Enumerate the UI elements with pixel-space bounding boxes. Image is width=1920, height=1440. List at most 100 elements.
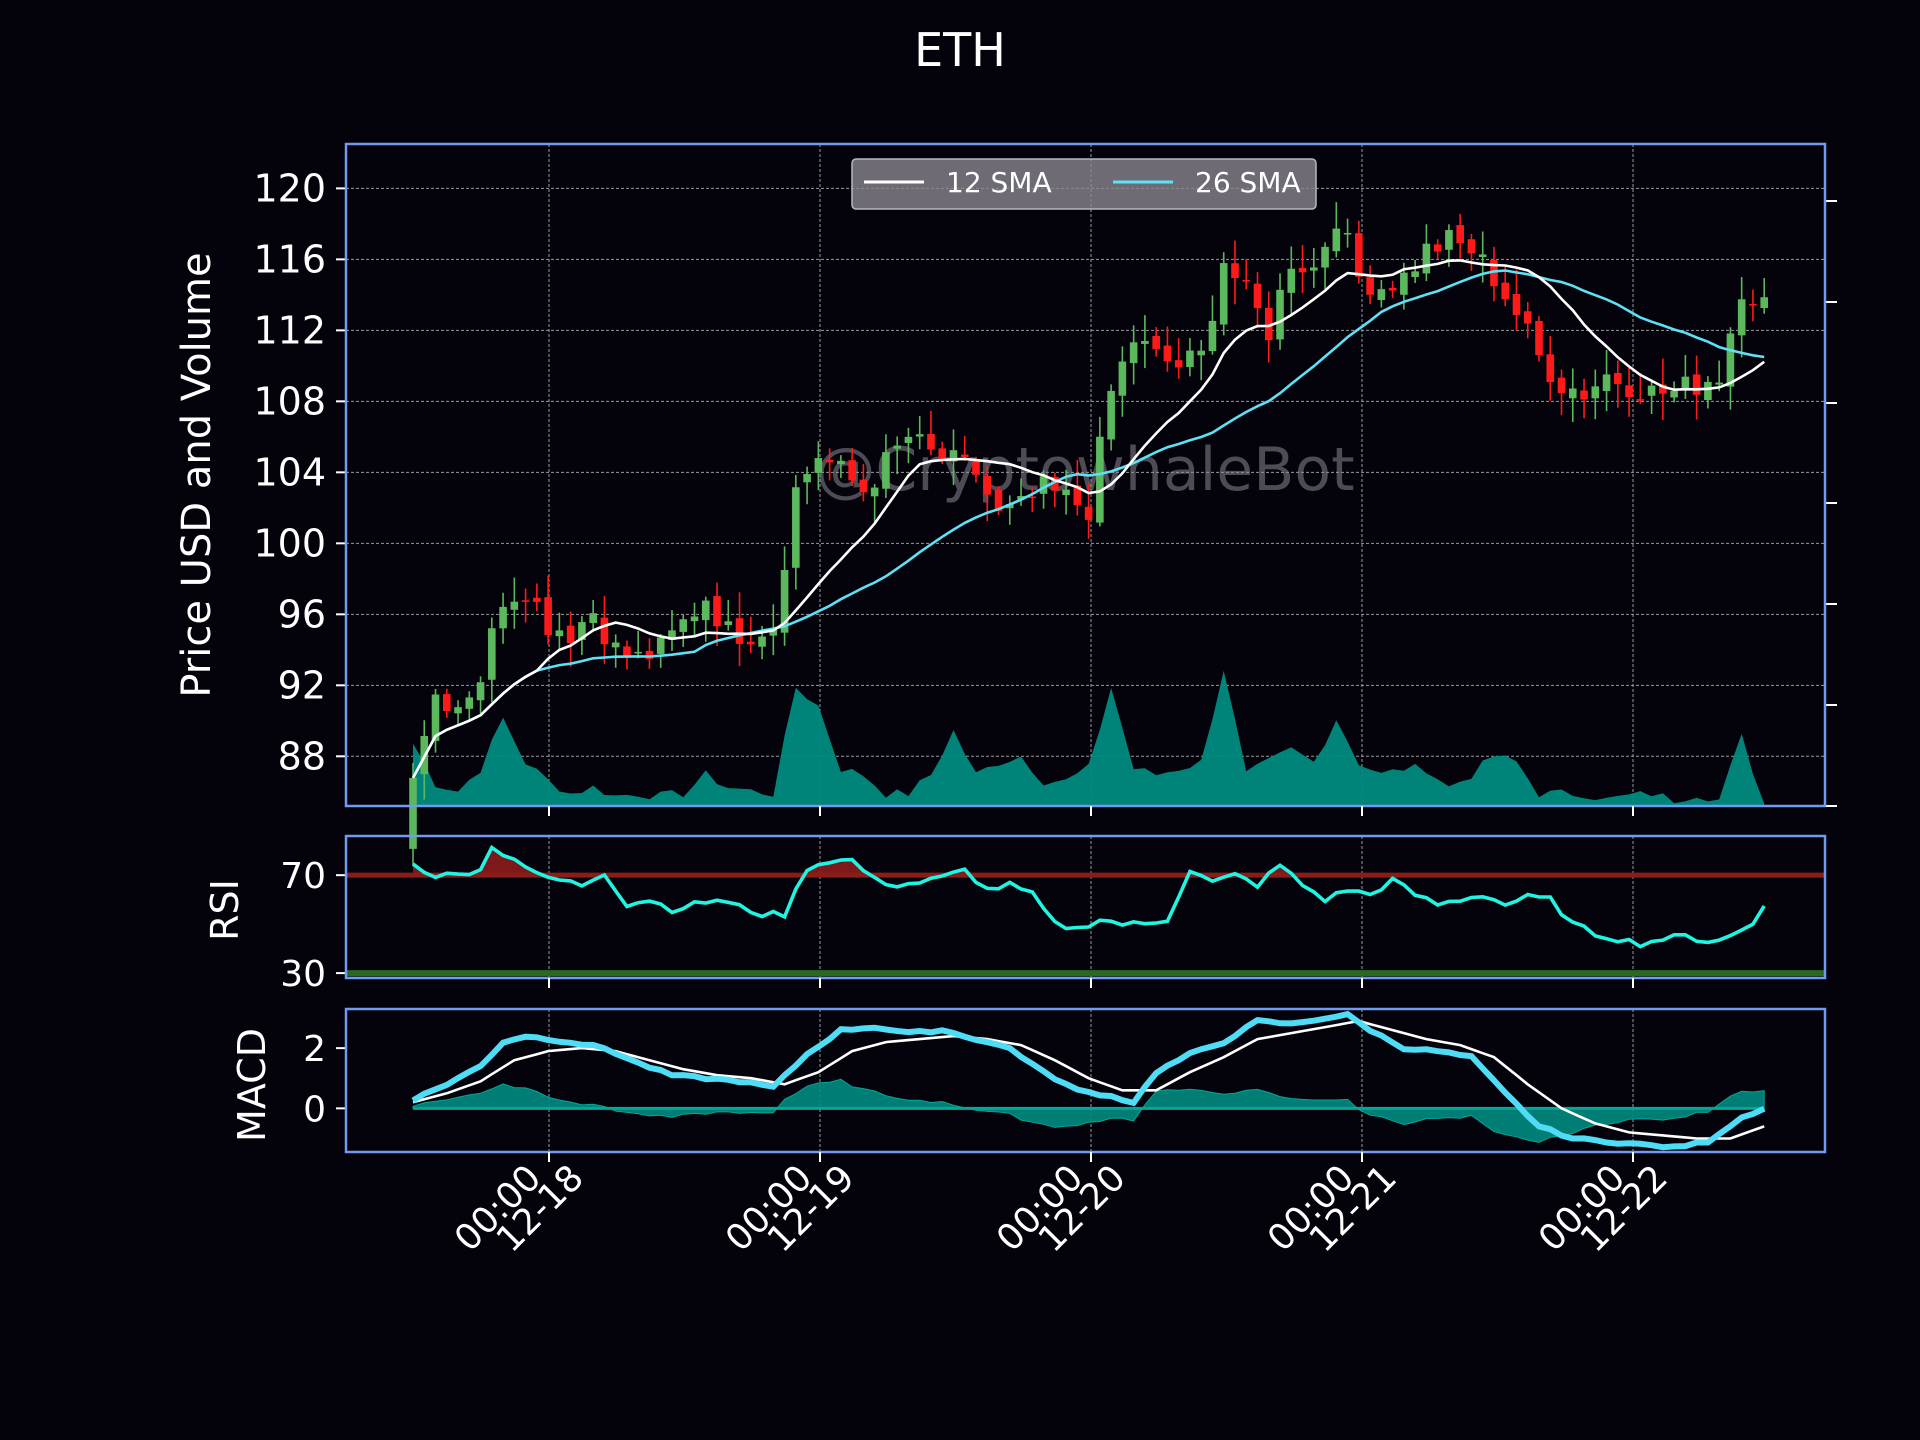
candle-body bbox=[1591, 386, 1600, 399]
candle-body bbox=[1512, 294, 1521, 315]
candle-body bbox=[623, 646, 631, 656]
price-ylabel: Price USD and Volume bbox=[174, 252, 220, 697]
candle-body bbox=[938, 448, 947, 461]
candle-body bbox=[724, 621, 733, 626]
price-frame bbox=[344, 142, 1827, 808]
candle-body bbox=[521, 600, 530, 602]
candle-body bbox=[578, 622, 586, 640]
candle-body bbox=[1005, 504, 1014, 509]
candle-body bbox=[1467, 239, 1476, 254]
candle-body bbox=[1242, 280, 1251, 282]
candle-body bbox=[555, 630, 564, 637]
candle-body bbox=[1310, 267, 1318, 271]
candle-body bbox=[1568, 388, 1577, 399]
candle-body bbox=[600, 617, 609, 645]
candle-body bbox=[1614, 373, 1622, 384]
price-ytick-label-0: 88 bbox=[278, 734, 326, 778]
rsi-ylabel: RSI bbox=[203, 879, 247, 941]
candle-body bbox=[510, 601, 519, 610]
candle-body bbox=[1749, 303, 1757, 306]
candle-body bbox=[1704, 381, 1712, 401]
candle-body bbox=[1535, 320, 1543, 356]
candle-body bbox=[1478, 254, 1487, 258]
candle-body bbox=[994, 490, 1003, 511]
candle-body bbox=[1546, 354, 1555, 383]
legend-label-sma26: 26 SMA bbox=[1195, 166, 1301, 199]
rsi-ytick-label-1: 70 bbox=[280, 856, 326, 897]
candle-body bbox=[859, 479, 868, 493]
candle-body bbox=[488, 628, 496, 680]
candle-body bbox=[442, 694, 451, 712]
candle-body bbox=[747, 641, 755, 645]
candle-body bbox=[848, 460, 856, 481]
candle-body bbox=[690, 616, 699, 622]
candle-body bbox=[656, 637, 665, 654]
candle-body bbox=[1231, 263, 1239, 279]
candle-body bbox=[893, 445, 901, 449]
price-ytick-label-2: 96 bbox=[278, 592, 326, 636]
macd-frame bbox=[344, 1007, 1827, 1154]
candle-body bbox=[769, 628, 778, 636]
candle-body bbox=[465, 697, 474, 709]
candle-body bbox=[1355, 233, 1363, 277]
candle-body bbox=[972, 460, 980, 475]
candle-body bbox=[904, 436, 913, 443]
candle-body bbox=[1366, 277, 1374, 295]
candle-body bbox=[960, 454, 969, 457]
candle-body bbox=[1726, 333, 1735, 387]
rsi-ytick-label-0: 30 bbox=[280, 954, 326, 995]
legend-box bbox=[851, 158, 1317, 210]
sma12-line bbox=[411, 259, 1765, 779]
price-ytick-label-1: 92 bbox=[278, 663, 326, 707]
candle-body bbox=[1411, 271, 1419, 278]
candle-body bbox=[409, 777, 417, 849]
candle-body bbox=[1073, 485, 1082, 506]
candle-body bbox=[1636, 399, 1645, 401]
candle-body bbox=[1715, 382, 1723, 385]
candle-body bbox=[566, 625, 575, 644]
candle-body bbox=[837, 460, 845, 465]
candle-body bbox=[1625, 385, 1633, 398]
price-ytick-label-7: 116 bbox=[253, 237, 326, 281]
rsi-overbought-fill bbox=[413, 847, 1303, 876]
candle-body bbox=[1039, 476, 1048, 494]
macd-histogram bbox=[412, 1078, 1765, 1143]
candle-body bbox=[1557, 377, 1566, 394]
candle-body bbox=[1321, 246, 1329, 268]
candle-body bbox=[983, 476, 992, 495]
candle-body bbox=[1264, 307, 1273, 341]
macd-panel: 0 2 MACD bbox=[230, 1007, 1827, 1162]
candle-body bbox=[1129, 342, 1138, 364]
price-ytick-label-6: 112 bbox=[253, 308, 326, 352]
candle-body bbox=[1141, 340, 1149, 344]
candle-body bbox=[1692, 374, 1701, 395]
candle-body bbox=[533, 597, 541, 602]
candle-body bbox=[1388, 287, 1397, 291]
price-ytick-label-8: 120 bbox=[253, 166, 326, 210]
candle-body bbox=[927, 433, 935, 450]
candle-body bbox=[1062, 489, 1070, 496]
candle-body bbox=[825, 459, 834, 463]
price-ytick-label-3: 100 bbox=[253, 521, 326, 565]
price-ytick-label-5: 108 bbox=[253, 379, 326, 423]
candle-body bbox=[780, 570, 789, 633]
candle-body bbox=[814, 458, 823, 473]
candle-body bbox=[713, 596, 721, 627]
candle-body bbox=[1253, 283, 1262, 309]
candle-body bbox=[1670, 390, 1678, 398]
candle-body bbox=[1490, 259, 1498, 287]
candle-body bbox=[1760, 297, 1768, 309]
candle-body bbox=[1647, 385, 1656, 396]
chart-title: ETH bbox=[914, 23, 1006, 77]
candle-body bbox=[544, 597, 552, 635]
price-ytick-label-4: 104 bbox=[253, 450, 326, 494]
candle-body bbox=[1737, 299, 1746, 336]
candle-body bbox=[1332, 228, 1341, 252]
macd-ytick-label-0: 0 bbox=[303, 1089, 326, 1130]
candle-body bbox=[1377, 289, 1386, 301]
candle-body bbox=[1197, 350, 1205, 356]
candle-body bbox=[949, 450, 958, 462]
macd-ylabel: MACD bbox=[230, 1028, 274, 1142]
